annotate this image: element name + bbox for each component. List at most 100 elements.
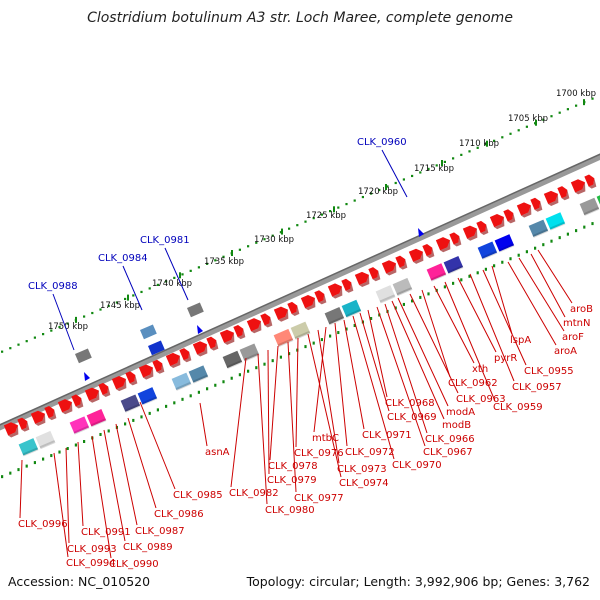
gene-label: CLK_0990 — [109, 559, 159, 570]
reverse-gene-block — [426, 263, 447, 282]
forward-gene-arrow — [489, 214, 505, 230]
gene-label: CLK_0987 — [135, 526, 185, 537]
forward-gene-arrow — [395, 255, 408, 270]
forward-gene-arrow — [327, 283, 343, 299]
gene-label: CLK_0996 — [18, 519, 68, 530]
gene-labels: CLK_0960 CLK_0981 CLK_0984 CLK_0988 aroB mtnN… — [18, 137, 593, 570]
gene-block — [140, 324, 157, 340]
gene-label: CLK_0979 — [267, 475, 317, 486]
reverse-gene-block — [239, 343, 260, 362]
scale-label: 1725 kbp — [306, 211, 346, 221]
highlighted-gene-label: CLK_0981 — [140, 235, 190, 246]
reverse-gene-block — [290, 321, 311, 340]
highlighted-gene-label: CLK_0960 — [357, 137, 407, 148]
gene-label: CLK_0973 — [337, 464, 387, 475]
gene-label: CLK_0993 — [67, 544, 117, 555]
forward-gene-arrow — [530, 197, 543, 212]
direction-marker — [197, 325, 203, 334]
forward-gene-arrow — [354, 271, 370, 288]
forward-gene-arrow — [17, 417, 30, 432]
forward-gene-arrow — [206, 336, 219, 351]
scale-label: 1735 kbp — [204, 257, 244, 267]
gene-label: CLK_0968 — [385, 398, 435, 409]
reverse-gene-block — [443, 256, 464, 275]
gene-label: pyrR — [494, 353, 517, 364]
gene-label: CLK_0974 — [339, 478, 389, 489]
map-title: Clostridium botulinum A3 str. Loch Maree… — [87, 10, 513, 26]
forward-gene-arrow — [557, 186, 570, 201]
reverse-gene-block — [528, 219, 549, 238]
scale-label: 1700 kbp — [556, 89, 596, 99]
forward-gene-arrow — [3, 422, 19, 438]
reverse-gene-block — [86, 409, 107, 428]
reverse-gene-block — [494, 234, 515, 253]
gene-label: CLK_0989 — [123, 542, 173, 553]
gene-label: CLK_0971 — [362, 430, 412, 441]
gene-label: mtbC — [312, 433, 339, 444]
forward-gene-arrow — [71, 394, 84, 409]
reverse-gene-block — [579, 197, 600, 216]
gene-label: aroA — [554, 346, 577, 357]
gene-label: CLK_0957 — [512, 382, 562, 393]
gene-label: mtnN — [563, 318, 590, 329]
forward-gene-arrow — [368, 267, 381, 282]
forward-gene-arrow — [287, 301, 300, 316]
scale-label: 1705 kbp — [508, 114, 548, 124]
gene-label: CLK_0986 — [154, 509, 204, 520]
reverse-gene-block — [35, 430, 56, 450]
kbp-ruler: 1700 kbp 1705 kbp 1710 kbp 1715 kbp 1720 kbp… — [1, 89, 596, 353]
forward-gene-arrow — [179, 348, 192, 363]
forward-gene-arrow — [449, 232, 462, 247]
reverse-gene-block — [477, 241, 498, 260]
forward-gene-arrow — [84, 387, 100, 403]
reverse-gene-block — [18, 438, 39, 457]
forward-gene-arrow — [260, 313, 273, 328]
reverse-gene-block — [341, 299, 362, 318]
forward-gene-arrow — [233, 325, 246, 340]
reverse-gene-block — [324, 307, 345, 326]
reverse-gene-block — [545, 212, 566, 231]
forward-gene-arrow — [165, 352, 181, 369]
reverse-gene-block — [375, 285, 396, 304]
forward-gene-arrow — [138, 364, 154, 380]
gene-label: xth — [472, 364, 488, 375]
reverse-gene-block — [273, 328, 294, 348]
reverse-gene-block — [222, 350, 243, 369]
accession-text: Accession: NC_010520 — [8, 574, 151, 589]
gene-tracks — [0, 153, 600, 479]
forward-gene-arrow — [422, 243, 435, 259]
direction-marker — [84, 372, 90, 381]
gene-label: CLK_0955 — [524, 366, 574, 377]
gene-label: lspA — [510, 335, 531, 346]
forward-gene-arrow — [57, 399, 73, 415]
scale-label: 1720 kbp — [358, 187, 398, 197]
forward-gene-arrow — [381, 260, 397, 276]
gene-label: CLK_0972 — [345, 447, 395, 458]
gene-label: CLK_0994 — [66, 558, 116, 569]
forward-gene-arrow — [408, 248, 424, 264]
genome-summary-text: Topology: circular; Length: 3,992,906 bp… — [246, 574, 590, 589]
reverse-gene-block — [120, 394, 141, 413]
gene-block — [148, 340, 165, 356]
scale-label: 1730 kbp — [254, 235, 294, 245]
gene-label: CLK_0991 — [81, 527, 131, 538]
gene-label: CLK_0959 — [493, 402, 543, 413]
forward-gene-arrow — [219, 329, 235, 345]
scale-label: 1710 kbp — [459, 139, 499, 149]
gene-block — [75, 348, 92, 364]
forward-gene-arrow — [300, 295, 316, 311]
forward-gene-arrow — [192, 341, 208, 357]
reverse-gene-block — [69, 416, 90, 435]
forward-gene-arrow — [98, 382, 111, 397]
gene-label: CLK_0963 — [456, 394, 506, 405]
forward-gene-arrow — [462, 225, 478, 241]
scale-label: 1740 kbp — [152, 279, 192, 289]
gene-label: CLK_0962 — [448, 378, 498, 389]
gene-label: CLK_0970 — [392, 460, 442, 471]
gene-label: modB — [442, 420, 471, 431]
gene-label: CLK_0980 — [265, 505, 315, 516]
gene-label: CLK_0985 — [173, 490, 223, 501]
scale-label: 1745 kbp — [100, 301, 140, 311]
gene-label: aroB — [570, 304, 593, 315]
